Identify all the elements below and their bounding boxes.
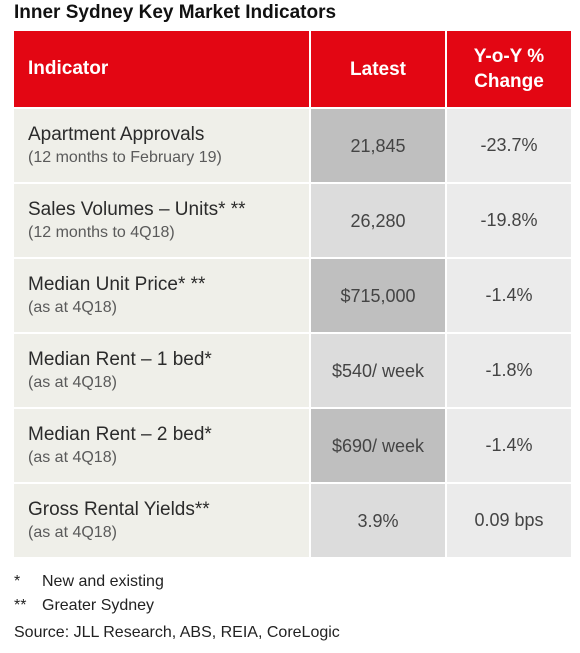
latest-value: 3.9%: [311, 484, 445, 557]
table-row: Gross Rental Yields** (as at 4Q18) 3.9% …: [14, 484, 571, 557]
indicator-period: (12 months to February 19): [28, 148, 222, 166]
indicator-period: (as at 4Q18): [28, 298, 117, 316]
indicator-cell: Apartment Approvals (12 months to Februa…: [14, 109, 309, 182]
latest-value: 21,845: [311, 109, 445, 182]
indicator-period: (as at 4Q18): [28, 373, 117, 391]
indicator-name: Sales Volumes – Units* **: [28, 198, 246, 220]
indicator-name: Median Rent – 2 bed*: [28, 423, 212, 445]
latest-value: $715,000: [311, 259, 445, 332]
footnote: * New and existing: [14, 570, 340, 594]
latest-value: $690/ week: [311, 409, 445, 482]
yoy-change-value: 0.09 bps: [447, 484, 571, 557]
header-latest: Latest: [311, 31, 445, 107]
footnote-mark: **: [14, 597, 27, 614]
yoy-change-value: -1.4%: [447, 259, 571, 332]
header-indicator: Indicator: [14, 31, 309, 107]
table-row: Median Rent – 1 bed* (as at 4Q18) $540/ …: [14, 334, 571, 407]
footnotes: * New and existing ** Greater Sydney Sourc…: [14, 570, 340, 648]
indicator-name: Gross Rental Yields**: [28, 498, 210, 520]
source-note: Source: JLL Research, ABS, REIA, CoreLog…: [14, 624, 340, 641]
table-row: Median Unit Price* ** (as at 4Q18) $715,…: [14, 259, 571, 332]
footnote: ** Greater Sydney: [14, 594, 340, 618]
yoy-change-value: -23.7%: [447, 109, 571, 182]
indicator-cell: Median Unit Price* ** (as at 4Q18): [14, 259, 309, 332]
footnote-text: Greater Sydney: [42, 597, 155, 614]
footnote-mark: *: [14, 573, 21, 590]
page-title: Inner Sydney Key Market Indicators: [14, 2, 337, 23]
header-yoy-change: Y-o-Y % Change: [447, 31, 571, 107]
indicator-cell: Median Rent – 1 bed* (as at 4Q18): [14, 334, 309, 407]
indicator-cell: Median Rent – 2 bed* (as at 4Q18): [14, 409, 309, 482]
footnote-text: New and existing: [42, 573, 164, 590]
indicator-name: Median Rent – 1 bed*: [28, 348, 212, 370]
table-row: Median Rent – 2 bed* (as at 4Q18) $690/ …: [14, 409, 571, 482]
indicator-period: (as at 4Q18): [28, 523, 117, 541]
indicator-period: (as at 4Q18): [28, 448, 117, 466]
header-row: Indicator Latest Y-o-Y % Change: [14, 31, 571, 107]
yoy-change-value: -19.8%: [447, 184, 571, 257]
indicator-name: Apartment Approvals: [28, 123, 205, 145]
table-row: Apartment Approvals (12 months to Februa…: [14, 109, 571, 182]
indicator-cell: Gross Rental Yields** (as at 4Q18): [14, 484, 309, 557]
indicator-period: (12 months to 4Q18): [28, 223, 175, 241]
indicator-cell: Sales Volumes – Units* ** (12 months to …: [14, 184, 309, 257]
indicators-table: Indicator Latest Y-o-Y % Change Apartmen…: [12, 29, 573, 559]
yoy-change-value: -1.4%: [447, 409, 571, 482]
yoy-change-value: -1.8%: [447, 334, 571, 407]
table-row: Sales Volumes – Units* ** (12 months to …: [14, 184, 571, 257]
latest-value: 26,280: [311, 184, 445, 257]
latest-value: $540/ week: [311, 334, 445, 407]
indicator-name: Median Unit Price* **: [28, 273, 206, 295]
